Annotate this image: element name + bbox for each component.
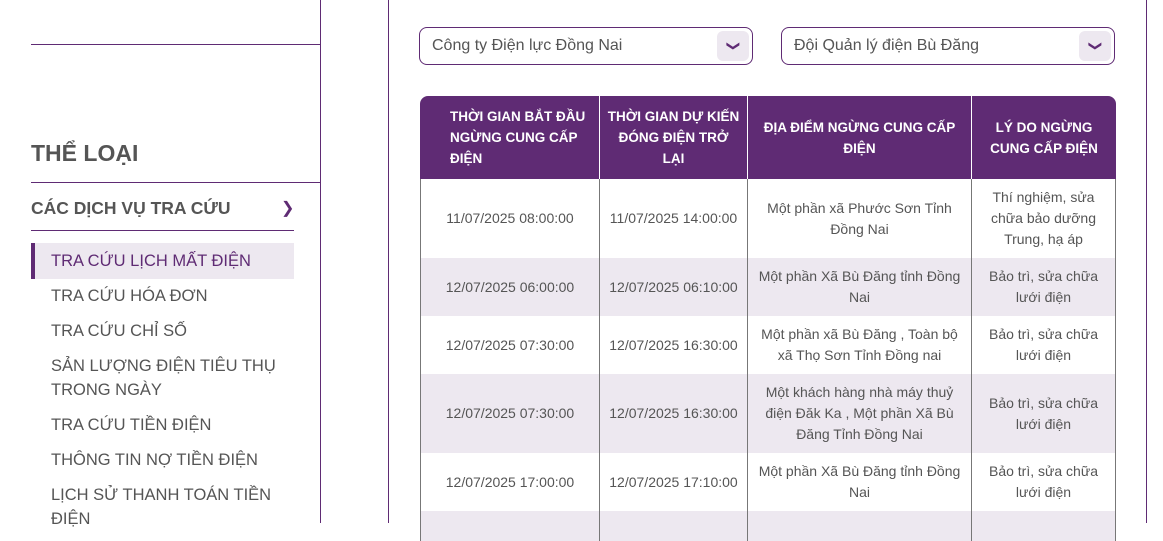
sidebar-menu: TRA CỨU LỊCH MẤT ĐIỆN TRA CỨU HÓA ĐƠN TR… [31, 243, 294, 536]
column-header-reason: LÝ DO NGỪNG CUNG CẤP ĐIỆN [972, 96, 1116, 179]
sidebar-item-outage-schedule[interactable]: TRA CỨU LỊCH MẤT ĐIỆN [31, 243, 294, 279]
outage-table: THỜI GIAN BẮT ĐẦU NGỪNG CUNG CẤP ĐIỆN TH… [420, 96, 1116, 541]
sidebar-item-invoice[interactable]: TRA CỨU HÓA ĐƠN [51, 287, 208, 305]
column-header-location: ĐỊA ĐIỂM NGỪNG CUNG CẤP ĐIỆN [748, 96, 972, 179]
start-time-cell: 12/07/2025 07:30:00 [420, 316, 600, 374]
sidebar-item-daily-consumption[interactable]: SẢN LƯỢNG ĐIỆN TIÊU THỤ TRONG NGÀY [51, 357, 276, 399]
reason-cell: Bảo trì, sửa chữa lưới điện [972, 258, 1116, 316]
sidebar-divider [320, 0, 321, 523]
column-header-restore-time: THỜI GIAN DỰ KIẾN ĐÓNG ĐIỆN TRỞ LẠI [600, 96, 748, 179]
table-row: 12/07/2025 07:30:00 12/07/2025 16:30:00 Mộ… [420, 374, 1116, 453]
start-time-cell: 12/07/2025 06:00:00 [420, 258, 600, 316]
restore-time-cell: 12/07/2025 16:30:00 [600, 316, 748, 374]
table-row: 12/07/2025 17:00:00 12/07/2025 17:10:00 Mộ… [420, 453, 1116, 511]
team-select-value: Đội Quản lý điện Bù Đăng [794, 37, 979, 54]
sidebar-item-debt-info[interactable]: THÔNG TIN NỢ TIỀN ĐIỆN [51, 451, 258, 469]
reason-cell: Bảo trì, sửa chữa lưới điện [972, 316, 1116, 374]
location-cell: Một phần Xã Bù Đăng tỉnh Đồng Nai [748, 258, 972, 316]
main-border-left [388, 0, 389, 523]
location-cell: Một phần xã Phước Sơn Tỉnh Đồng Nai [748, 179, 972, 258]
restore-time-cell: 12/07/2025 17:10:00 [600, 453, 748, 511]
restore-time-cell: 12/07/2025 06:10:00 [600, 258, 748, 316]
team-select[interactable]: Đội Quản lý điện Bù Đăng ❯ [781, 27, 1115, 65]
divider [31, 182, 320, 183]
category-title: THỂ LOẠI [31, 140, 139, 166]
table-row: 11/07/2025 08:00:00 11/07/2025 14:00:00 Mộ… [420, 179, 1116, 258]
empty-cell [972, 511, 1116, 541]
chevron-down-icon[interactable]: ❯ [717, 31, 749, 61]
empty-cell [420, 511, 600, 541]
start-time-cell: 12/07/2025 07:30:00 [420, 374, 600, 453]
empty-cell [748, 511, 972, 541]
sidebar-item-payment-history[interactable]: LỊCH SỬ THANH TOÁN TIỀN ĐIỆN [51, 486, 272, 528]
table-row: 12/07/2025 07:30:00 12/07/2025 16:30:00 Mộ… [420, 316, 1116, 374]
reason-cell: Bảo trì, sửa chữa lưới điện [972, 453, 1116, 511]
divider [31, 230, 294, 231]
column-header-start-time: THỜI GIAN BẮT ĐẦU NGỪNG CUNG CẤP ĐIỆN [420, 96, 600, 179]
table-row: 12/07/2025 06:00:00 12/07/2025 06:10:00 Mộ… [420, 258, 1116, 316]
start-time-cell: 12/07/2025 17:00:00 [420, 453, 600, 511]
table-row [420, 511, 1116, 541]
sidebar-item-electricity-bill[interactable]: TRA CỨU TIỀN ĐIỆN [51, 416, 212, 434]
chevron-down-icon[interactable]: ❯ [1079, 31, 1111, 61]
empty-cell [600, 511, 748, 541]
main-border-right [1146, 0, 1147, 523]
divider [31, 44, 320, 45]
location-cell: Một phần xã Bù Đăng , Toàn bộ xã Thọ Sơn… [748, 316, 972, 374]
restore-time-cell: 11/07/2025 14:00:00 [600, 179, 748, 258]
location-cell: Một khách hàng nhà máy thuỷ điện Đăk Ka … [748, 374, 972, 453]
restore-time-cell: 12/07/2025 16:30:00 [600, 374, 748, 453]
start-time-cell: 11/07/2025 08:00:00 [420, 179, 600, 258]
chevron-down-icon[interactable]: ❯ [281, 200, 295, 217]
sidebar-item-meter-index[interactable]: TRA CỨU CHỈ SỐ [51, 322, 188, 340]
company-select-value: Công ty Điện lực Đồng Nai [432, 37, 623, 54]
location-cell: Một phần Xã Bù Đăng tỉnh Đồng Nai [748, 453, 972, 511]
reason-cell: Thí nghiệm, sửa chữa bảo dưỡng Trung, hạ… [972, 179, 1116, 258]
reason-cell: Bảo trì, sửa chữa lưới điện [972, 374, 1116, 453]
company-select[interactable]: Công ty Điện lực Đồng Nai ❯ [419, 27, 753, 65]
services-group-toggle[interactable]: CÁC DỊCH VỤ TRA CỨU [31, 198, 231, 218]
